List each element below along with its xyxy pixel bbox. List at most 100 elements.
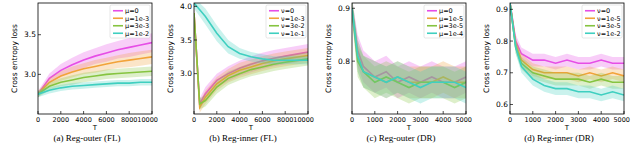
- x-tick: [352, 111, 353, 114]
- y-axis-label: Cross entropy loss: [482, 24, 491, 93]
- x-tick: [129, 111, 130, 114]
- y-tick: [510, 72, 513, 73]
- x-tick-label: 4000: [75, 116, 92, 124]
- legend-swatch: [585, 32, 595, 34]
- legend-swatch: [585, 10, 595, 12]
- legend-swatch: [585, 25, 595, 27]
- y-tick-label: 0.6: [496, 100, 508, 109]
- x-axis-label: T: [92, 124, 98, 132]
- y-tick-label: 3.5: [24, 30, 36, 39]
- x-tick: [555, 111, 556, 114]
- y-axis-label: Cross entropy loss: [166, 24, 175, 93]
- y-tick: [510, 9, 513, 10]
- y-tick: [38, 74, 41, 75]
- legend-swatch: [113, 17, 123, 19]
- legend-label: ν=1e-1: [281, 30, 305, 38]
- x-tick: [106, 111, 107, 114]
- x-tick-label: 10000: [137, 116, 158, 124]
- x-tick-label: 4000: [435, 116, 452, 124]
- y-tick-label: 0.8: [338, 57, 350, 66]
- x-tick-label: 5000: [613, 116, 630, 124]
- legend-swatch: [113, 32, 123, 34]
- legend-swatch: [427, 32, 437, 34]
- x-tick: [239, 111, 240, 114]
- legend-swatch: [269, 10, 279, 12]
- x-tick: [601, 111, 602, 114]
- x-tick: [308, 111, 309, 114]
- x-tick-label: 4000: [593, 116, 610, 124]
- x-axis-label: T: [248, 124, 254, 132]
- frame: [194, 3, 308, 114]
- x-tick: [443, 111, 444, 114]
- series-line: [38, 82, 152, 94]
- y-axis-label: Cross entropy loss: [10, 24, 19, 93]
- legend: ν=0ν=1e-3ν=3e-2ν=1e-1: [266, 5, 306, 38]
- panel-title: (a) Reg-outer (FL): [54, 133, 121, 143]
- y-tick-label: 0.7: [496, 68, 508, 77]
- x-tick-label: 0: [36, 116, 40, 124]
- x-tick-label: 2000: [209, 116, 226, 124]
- x-tick-label: 6000: [98, 116, 115, 124]
- x-tick-label: 0: [508, 116, 512, 124]
- x-tick: [285, 111, 286, 114]
- x-tick-label: 5000: [455, 116, 472, 124]
- legend-swatch: [269, 32, 279, 34]
- legend-swatch: [113, 10, 123, 12]
- legend-label: ν=1e-2: [597, 30, 621, 38]
- legend-swatch: [269, 25, 279, 27]
- legend-swatch: [427, 17, 437, 19]
- x-axis-label: T: [564, 124, 570, 132]
- y-tick-label: 3.5: [180, 36, 192, 45]
- panel-title: (c) Reg-outer (DR): [367, 133, 436, 143]
- error-band: [38, 79, 152, 97]
- x-tick-label: 3000: [570, 116, 587, 124]
- x-tick: [578, 111, 579, 114]
- legend: μ=0μ=1e-5μ=3e-5μ=1e-4: [424, 5, 464, 38]
- legend-swatch: [269, 17, 279, 19]
- x-tick: [194, 111, 195, 114]
- plot-area: [194, 3, 308, 113]
- x-axis-label: T: [406, 124, 412, 132]
- x-tick-label: 0: [350, 116, 354, 124]
- x-tick: [374, 111, 375, 114]
- x-tick-label: 2000: [53, 116, 70, 124]
- panel: 0.80.9010002000300040005000TCross entrop…: [324, 0, 472, 143]
- series-line: [510, 3, 624, 95]
- y-tick: [510, 104, 513, 105]
- plot-area: [352, 3, 466, 103]
- plot-area: [38, 33, 152, 97]
- y-tick: [194, 6, 197, 7]
- legend-swatch: [427, 25, 437, 27]
- panel-title: (d) Reg-inner (DR): [524, 133, 593, 143]
- figure: 3.03.50200040006000800010000TCross entro…: [0, 0, 640, 152]
- x-tick: [152, 111, 153, 114]
- frame: [38, 3, 152, 114]
- error-band: [38, 33, 152, 97]
- plot-area: [510, 3, 624, 101]
- legend: ν=0ν=1e-5ν=3e-5ν=1e-2: [582, 5, 622, 38]
- x-tick: [624, 111, 625, 114]
- y-axis-label: Cross entropy loss: [324, 24, 333, 93]
- panel-title: (b) Reg-inner (FL): [209, 133, 276, 143]
- error-band: [510, 3, 624, 101]
- y-tick-label: 0.8: [496, 37, 508, 46]
- frame: [510, 3, 624, 114]
- x-tick: [38, 111, 39, 114]
- series-line: [194, 3, 308, 60]
- x-tick-label: 1000: [367, 116, 384, 124]
- x-tick-label: 2000: [547, 116, 564, 124]
- error-band: [352, 3, 466, 103]
- frame: [352, 3, 466, 114]
- x-tick: [216, 111, 217, 114]
- x-tick-label: 6000: [254, 116, 271, 124]
- y-tick: [510, 41, 513, 42]
- x-tick-label: 8000: [277, 116, 294, 124]
- y-tick: [38, 34, 41, 35]
- legend-swatch: [113, 25, 123, 27]
- legend-box: [582, 5, 622, 38]
- error-band: [38, 50, 152, 98]
- legend-label: μ=1e-2: [125, 30, 149, 38]
- x-tick-label: 4000: [231, 116, 248, 124]
- legend-swatch: [585, 17, 595, 19]
- x-tick-label: 0: [192, 116, 196, 124]
